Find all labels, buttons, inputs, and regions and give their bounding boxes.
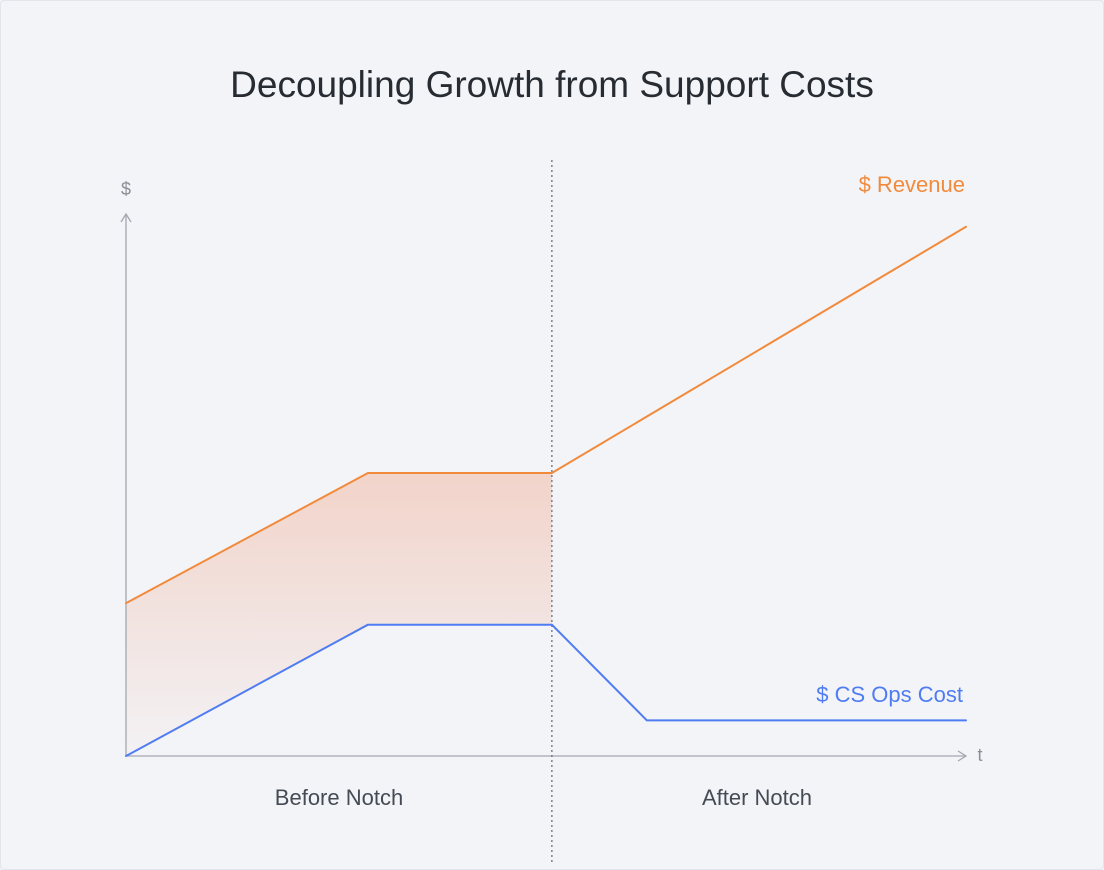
section-label-after-notch: After Notch [702,785,812,810]
series-label-cs-ops-cost: $ CS Ops Cost [816,682,963,707]
y-axis-arrow-icon [120,212,132,223]
series-line-cs-ops-cost [125,623,967,757]
series-layer [125,225,967,757]
y-axis-label: $ [121,179,131,199]
series-line-revenue [125,225,967,605]
section-label-before-notch: Before Notch [275,785,403,810]
x-axis-arrow-icon [957,750,968,762]
chart-title: Decoupling Growth from Support Costs [230,64,874,105]
shaded-gap-area [126,473,552,756]
axes [120,212,968,762]
series-label-revenue: $ Revenue [859,172,965,197]
shaded-gap-layer [126,473,552,756]
x-axis-label: t [977,745,982,765]
